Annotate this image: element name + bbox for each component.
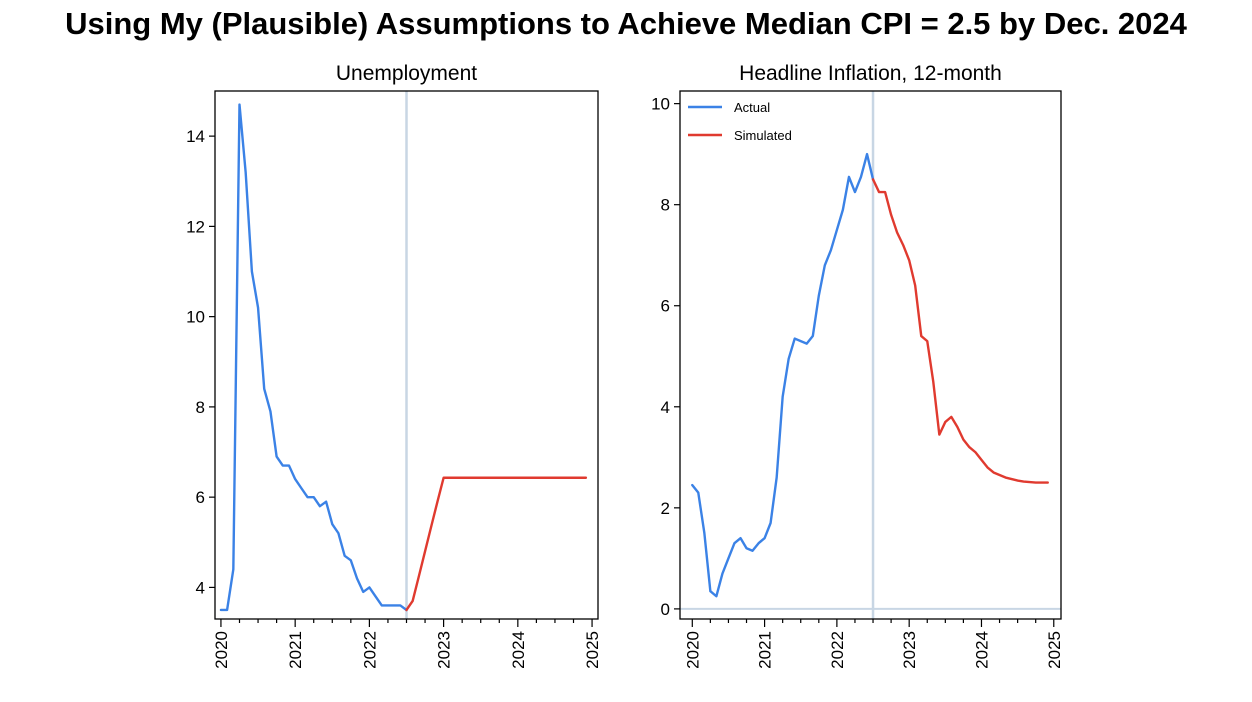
x-tick-label: 2021: [286, 631, 305, 669]
x-tick-label: 2020: [683, 631, 702, 669]
x-tick-label: 2025: [583, 631, 602, 669]
x-tick-label: 2024: [509, 631, 528, 669]
panel-2: Headline Inflation, 12-month 0 2 4 6 8 10 2020 2…: [651, 62, 1064, 669]
x-tick-label: 2023: [900, 631, 919, 669]
y-tick-label: 8: [661, 196, 670, 215]
legend-label-simulated: Simulated: [734, 128, 792, 143]
y-tick-label: 10: [651, 95, 670, 114]
legend: Actual Simulated: [688, 100, 792, 143]
y-tick-label: 6: [196, 488, 205, 507]
x-tick-label: 2024: [972, 631, 991, 669]
y-tick-label: 10: [186, 308, 205, 327]
y-tick-label: 4: [661, 398, 670, 417]
series-line-actual: [219, 103, 408, 612]
x-tick-label: 2022: [360, 631, 379, 669]
plot-frame: [679, 90, 1062, 620]
figure-title: Using My (Plausible) Assumptions to Achi…: [65, 6, 1187, 41]
y-tick-label: 4: [196, 578, 205, 597]
x-tick-label: 2025: [1045, 631, 1064, 669]
x-tick-label: 2021: [756, 631, 775, 669]
panel-title: Headline Inflation, 12-month: [739, 62, 1002, 85]
series-line-simulated: [405, 476, 588, 612]
series-line-actual: [691, 152, 875, 598]
y-tick-label: 8: [196, 398, 205, 417]
x-tick-label: 2023: [435, 631, 454, 669]
series-line-simulated: [871, 178, 1049, 484]
y-tick-label: 12: [186, 217, 205, 236]
legend-label-actual: Actual: [734, 100, 770, 115]
y-tick-label: 2: [661, 499, 670, 518]
y-tick-label: 0: [661, 600, 670, 619]
panel-1: Unemployment 4 6 8 10 12 14 2020 2021 2022 2023 202…: [186, 62, 602, 669]
x-tick-label: 2022: [828, 631, 847, 669]
y-tick-label: 14: [186, 127, 205, 146]
x-tick-label: 2020: [212, 631, 231, 669]
panel-title: Unemployment: [336, 62, 477, 85]
y-tick-label: 6: [661, 297, 670, 316]
